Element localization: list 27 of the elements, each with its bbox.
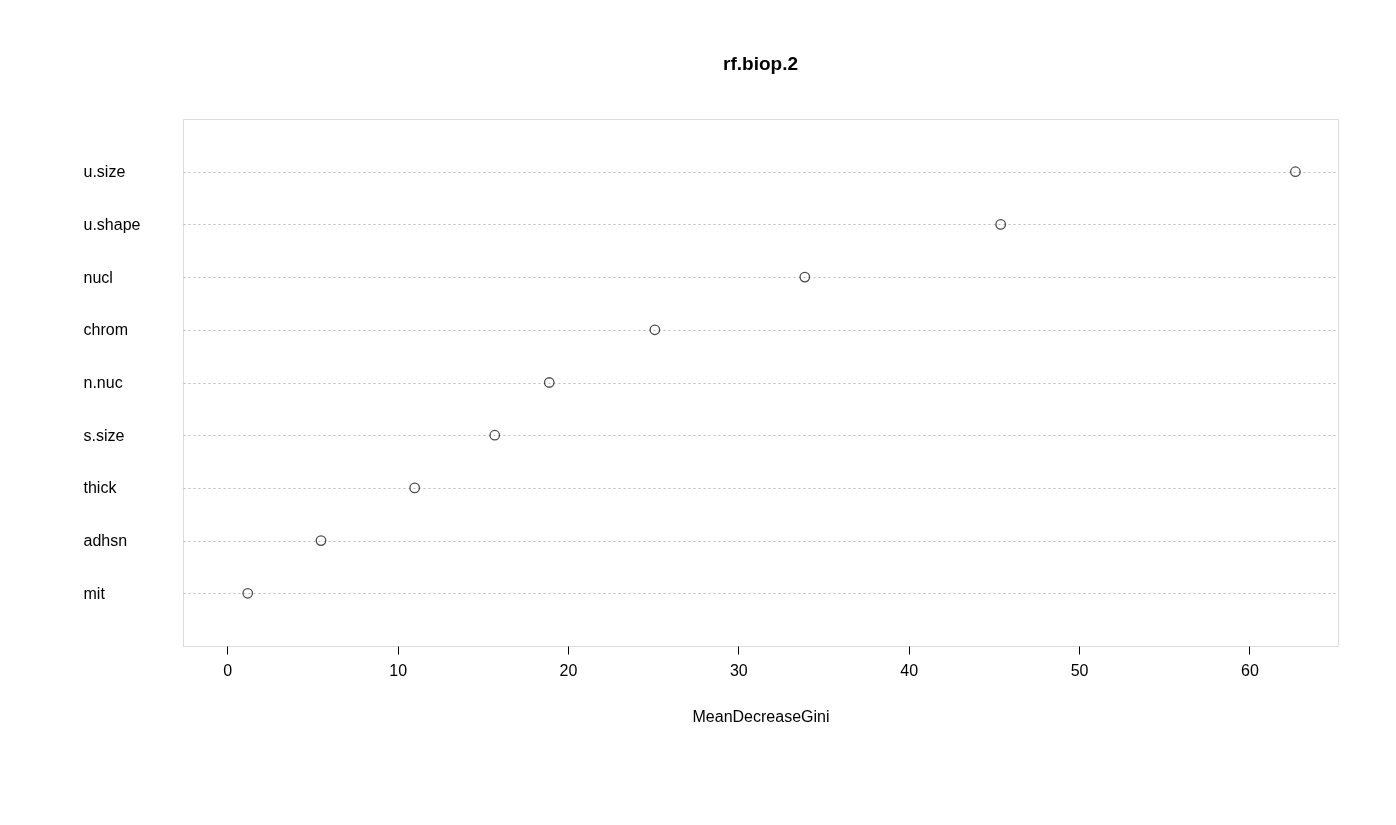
x-tick-label: 50 xyxy=(1070,661,1089,679)
x-tick-label: 0 xyxy=(223,661,233,679)
point xyxy=(543,377,555,388)
point xyxy=(315,535,327,546)
x-tick-label: 30 xyxy=(729,661,748,679)
y-tick-label: adhsn xyxy=(83,532,128,550)
y-tick-label: n.nuc xyxy=(83,374,123,391)
y-tick-label: thick xyxy=(83,479,118,497)
y-tick-label: nucl xyxy=(83,268,113,286)
x-tick-label: 60 xyxy=(1241,661,1259,679)
point xyxy=(799,271,811,283)
y-tick-label: mit xyxy=(83,584,106,602)
x-tick-label: 10 xyxy=(389,661,408,679)
y-tick-label: u.shape xyxy=(83,215,141,233)
chart-title: rf.biop.2 xyxy=(723,53,798,74)
x-axis-title: MeanDecreaseGini xyxy=(692,707,830,725)
point xyxy=(489,429,501,441)
point xyxy=(995,219,1007,230)
point xyxy=(409,482,421,494)
y-tick-label: s.size xyxy=(83,426,125,444)
point xyxy=(649,324,661,336)
x-tick-label: 20 xyxy=(559,661,578,679)
y-tick-label: chrom xyxy=(83,321,128,339)
point xyxy=(242,587,254,599)
y-tick-label: u.size xyxy=(83,163,126,181)
point xyxy=(1290,166,1301,178)
x-tick-label: 40 xyxy=(900,661,919,679)
